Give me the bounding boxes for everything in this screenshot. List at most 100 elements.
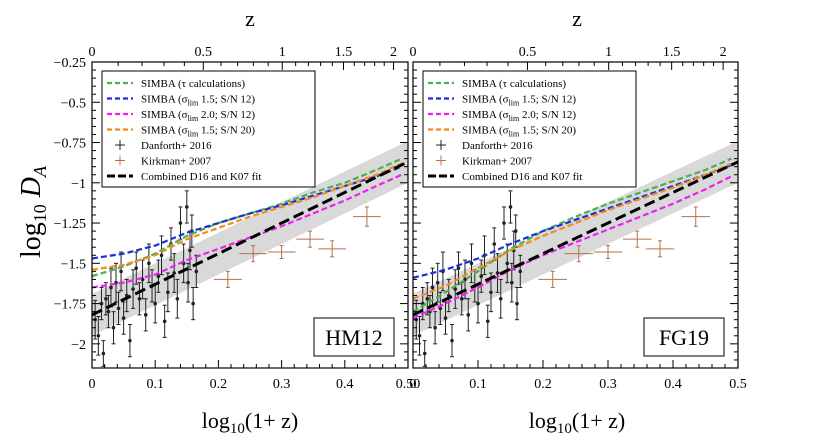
series-line-2 — [92, 165, 403, 260]
legend-label: Danforth+ 2016 — [141, 140, 212, 152]
x-axis-title-left: log10(1+ z) — [202, 408, 298, 437]
panel-label: HM12 — [313, 317, 395, 357]
legend-item: Kirkman+ 2007 — [115, 155, 212, 168]
y-tick-label: −1 — [71, 177, 86, 192]
kirkman-point — [318, 240, 347, 258]
series-line-4 — [413, 162, 732, 300]
danforth-point — [143, 298, 148, 332]
legend-item: Combined D16 and K07 fit — [428, 171, 582, 183]
legend-label: Kirkman+ 2007 — [141, 156, 212, 168]
legend-label: SIMBA (σlim 1.5; S/N 20) — [141, 125, 255, 139]
danforth-point — [159, 235, 164, 276]
kirkman-point — [296, 230, 324, 248]
kirkman-point — [353, 206, 381, 227]
danforth-point — [466, 298, 471, 332]
kirkman-point — [267, 245, 296, 259]
danforth-point — [433, 311, 438, 345]
legend-label: SIMBA (σlim 1.5; S/N 12) — [141, 94, 255, 108]
legend-item: Combined D16 and K07 fit — [107, 171, 261, 183]
kirkman-point — [213, 270, 242, 288]
top-tick-label: 0 — [89, 45, 96, 60]
danforth-point — [495, 253, 500, 293]
danforth-point — [99, 286, 104, 321]
kirkman-point — [538, 270, 568, 288]
danforth-point — [435, 262, 440, 303]
x-tick-label: 0.5 — [729, 377, 747, 392]
legend-item: SIMBA (τ calculations) — [107, 78, 245, 90]
panel-fg19: 0 0.1 0.2 0.3 0.4 0.5 0 0.5 1 1.5 2 SIMBA (τ calcul… — [410, 45, 747, 392]
danforth-point — [172, 253, 177, 293]
svg-text:log10 DA: log10 DA — [16, 165, 50, 258]
x-tick-label: 0 — [89, 377, 96, 392]
danforth-point — [137, 282, 142, 316]
y-tick-label: −0.5 — [61, 96, 86, 111]
x-tick-label: 0 — [410, 377, 417, 392]
top-tick-label: 0.5 — [519, 45, 537, 60]
top-tick-label: 1.5 — [335, 45, 353, 60]
legend-label: SIMBA (σlim 2.0; S/N 12) — [462, 109, 576, 123]
legend-label: SIMBA (σlim 2.0; S/N 12) — [141, 109, 255, 123]
danforth-point — [127, 324, 132, 358]
legend: SIMBA (τ calculations) SIMBA (σlim 1.5; S… — [101, 70, 316, 188]
top-axis-title-right: z — [572, 6, 582, 31]
kirkman-point — [564, 245, 594, 263]
y-tick-label: −0.75 — [54, 137, 86, 152]
kirkman-point — [645, 240, 675, 258]
legend-label: Danforth+ 2016 — [462, 140, 533, 152]
svg-text:HM12: HM12 — [325, 325, 382, 350]
danforth-point — [184, 190, 189, 224]
x-tick-label: 0.3 — [599, 377, 617, 392]
x-tick-label: 0.2 — [534, 377, 552, 392]
legend-label: Combined D16 and K07 fit — [141, 171, 261, 183]
kirkman-point — [681, 206, 711, 227]
legend-label: Combined D16 and K07 fit — [462, 171, 582, 183]
x-tick-label: 0.1 — [469, 377, 487, 392]
danforth-point — [111, 311, 116, 345]
danforth-point — [175, 278, 180, 319]
legend-item: Danforth+ 2016 — [436, 140, 533, 152]
legend-label: SIMBA (τ calculations) — [462, 78, 566, 90]
legend-label: SIMBA (σlim 1.5; S/N 12) — [462, 94, 576, 108]
top-tick-label: 2 — [720, 45, 727, 60]
svg-text:FG19: FG19 — [659, 325, 709, 350]
y-axis-title: log10 DA — [16, 165, 50, 258]
danforth-point — [453, 269, 458, 309]
x-tick-label: 0.3 — [273, 377, 291, 392]
danforth-point — [518, 254, 523, 288]
y-tick-label: −1.75 — [54, 298, 86, 313]
legend-label: SIMBA (σlim 1.5; S/N 20) — [462, 125, 576, 139]
danforth-point — [106, 295, 111, 329]
panel-hm12: 0 0.1 0.2 0.3 0.4 0.500 0.5 1 1.5 2−0.25−0.5−0.75… — [54, 45, 421, 392]
danforth-point — [515, 286, 519, 321]
x-tick-label: 0.4 — [336, 377, 354, 392]
combined-fit-line — [92, 160, 408, 317]
series-line-4 — [92, 162, 403, 271]
danforth-point — [459, 282, 464, 316]
kirkman-point — [239, 245, 268, 263]
y-tick-label: −1.25 — [54, 217, 86, 232]
danforth-point — [508, 190, 513, 224]
danforth-point — [116, 291, 121, 326]
top-tick-label: 1 — [605, 45, 612, 60]
legend-item: SIMBA (σlim 1.5; S/N 12) — [428, 94, 576, 108]
top-tick-label: 0 — [410, 45, 417, 60]
legend-item: SIMBA (σlim 2.0; S/N 12) — [107, 109, 255, 123]
legend-label: SIMBA (τ calculations) — [141, 78, 245, 90]
danforth-point — [162, 304, 167, 338]
legend-item: SIMBA (σlim 1.5; S/N 20) — [428, 125, 576, 139]
legend-label: Kirkman+ 2007 — [462, 156, 533, 168]
series-line-3 — [413, 175, 732, 320]
danforth-point — [438, 291, 443, 326]
legend-item: Danforth+ 2016 — [115, 140, 212, 152]
legend: SIMBA (τ calculations) SIMBA (σlim 1.5; S… — [422, 70, 637, 188]
y-tick-label: −1.5 — [61, 257, 86, 272]
legend-item: SIMBA (τ calculations) — [428, 78, 566, 90]
danforth-point — [450, 324, 454, 358]
top-tick-label: 2 — [390, 45, 397, 60]
top-tick-label: 1 — [279, 45, 286, 60]
panel-label: FG19 — [643, 317, 725, 357]
x-tick-label: 0.2 — [210, 377, 228, 392]
danforth-point — [121, 301, 126, 335]
danforth-point — [417, 315, 422, 356]
